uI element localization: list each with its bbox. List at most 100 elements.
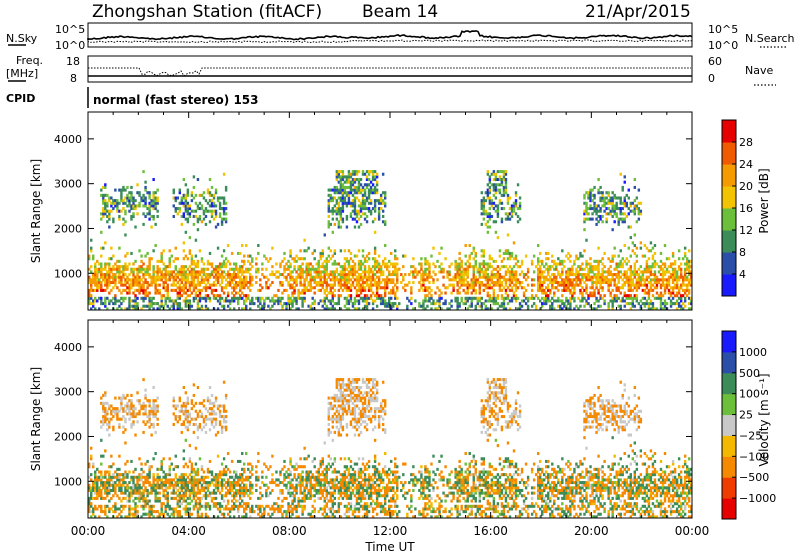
power-cell: [108, 214, 111, 218]
power-cell: [241, 265, 244, 269]
power-cell: [583, 304, 586, 308]
power-cell: [363, 257, 367, 261]
power-cell: [337, 296, 341, 300]
power-cell: [303, 296, 306, 300]
power-cell: [349, 180, 353, 184]
velocity-cell: [138, 473, 141, 477]
power-cell: [287, 265, 290, 269]
power-cell: [541, 275, 544, 279]
power-cell: [478, 275, 481, 279]
y-tick-label: 3000: [54, 178, 82, 191]
power-cell: [363, 273, 367, 277]
power-cell: [301, 270, 304, 274]
power-cell: [567, 270, 570, 274]
power-cell: [106, 273, 109, 277]
power-cell: [609, 209, 612, 213]
velocity-cell: [122, 504, 125, 508]
velocity-cell: [104, 415, 107, 419]
velocity-cell: [168, 467, 171, 471]
power-cell: [321, 283, 324, 287]
velocity-cell: [178, 515, 182, 519]
power-cell: [579, 288, 582, 292]
power-cell: [655, 278, 659, 282]
power-cell: [357, 265, 361, 269]
power-cell: [317, 275, 320, 279]
velocity-cell: [152, 478, 155, 482]
power-cell: [609, 280, 612, 284]
power-cell: [345, 280, 349, 284]
velocity-cell: [126, 401, 129, 405]
velocity-cell: [114, 504, 117, 508]
velocity-cell: [164, 475, 167, 479]
power-cell: [458, 270, 461, 274]
power-cell: [126, 307, 129, 311]
power-cell: [402, 254, 405, 258]
power-cell: [486, 188, 490, 192]
power-cell: [581, 273, 584, 277]
power-cell: [508, 265, 512, 269]
power-cell: [357, 212, 361, 216]
power-cell: [549, 278, 552, 282]
power-cell: [420, 267, 423, 271]
power-cell: [158, 275, 161, 279]
power-cell: [216, 278, 220, 282]
power-cell: [102, 302, 105, 306]
power-cell: [647, 294, 651, 298]
power-cell: [353, 265, 357, 269]
power-cell: [309, 273, 312, 277]
power-cell: [520, 304, 524, 308]
power-cell: [390, 280, 393, 284]
velocity-cell: [96, 467, 99, 471]
power-cell: [504, 270, 508, 274]
power-cell: [247, 267, 250, 271]
velocity-cell: [152, 422, 155, 426]
velocity-cell: [134, 491, 137, 495]
power-cell: [361, 254, 365, 258]
power-cell: [683, 273, 687, 277]
power-cell: [146, 273, 149, 277]
freq-tick-top: 18: [66, 55, 80, 68]
velocity-cell: [184, 504, 188, 508]
power-cell: [232, 299, 236, 303]
power-cell: [311, 278, 314, 282]
power-cell: [325, 273, 328, 277]
velocity-cell: [104, 412, 107, 416]
power-cell: [595, 222, 598, 226]
power-cell: [587, 302, 590, 306]
power-cell: [192, 222, 196, 226]
velocity-cell: [184, 491, 188, 495]
power-cell: [365, 280, 369, 284]
power-cell: [351, 283, 355, 287]
power-cell: [343, 273, 347, 277]
power-cell: [220, 286, 224, 290]
power-cell: [623, 275, 626, 279]
velocity-cell: [164, 481, 167, 485]
power-cell: [508, 278, 512, 282]
power-cell: [363, 280, 367, 284]
power-cell: [679, 304, 683, 308]
power-cell: [671, 288, 675, 292]
power-cell: [488, 296, 492, 300]
power-cell: [114, 280, 117, 284]
power-cell: [194, 262, 198, 266]
power-cell: [653, 262, 657, 266]
power-cell: [255, 296, 258, 300]
power-cell: [134, 267, 137, 271]
power-cell: [494, 175, 498, 179]
power-cell: [603, 278, 606, 282]
power-cell: [357, 249, 361, 253]
power-cell: [627, 246, 630, 250]
power-cell: [577, 273, 580, 277]
power-cell: [643, 283, 647, 287]
power-cell: [261, 273, 264, 277]
power-cell: [337, 262, 341, 266]
power-cell: [377, 207, 381, 211]
power-cell: [287, 273, 290, 277]
power-cell: [142, 286, 145, 290]
velocity-cell: [88, 465, 91, 469]
power-cell: [621, 286, 624, 290]
power-cell: [128, 201, 131, 205]
power-cell: [212, 201, 216, 205]
power-cell: [118, 270, 121, 274]
power-cell: [224, 217, 228, 221]
